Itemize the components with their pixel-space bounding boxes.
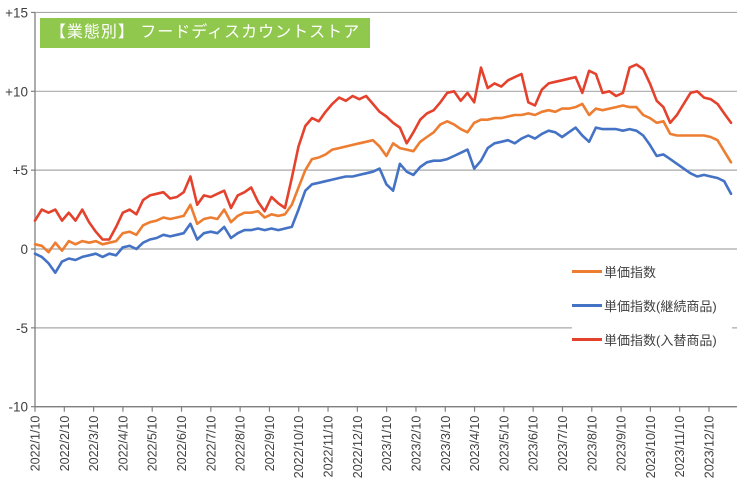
svg-text:2022/3/10: 2022/3/10 xyxy=(87,416,101,472)
svg-text:-5: -5 xyxy=(16,321,28,336)
svg-text:2023/8/10: 2023/8/10 xyxy=(585,416,599,472)
svg-text:-10: -10 xyxy=(8,400,28,415)
svg-text:2022/2/10: 2022/2/10 xyxy=(58,416,72,472)
svg-text:2022/10/10: 2022/10/10 xyxy=(292,416,306,479)
svg-text:2022/9/10: 2022/9/10 xyxy=(263,416,277,472)
legend-label: 単価指数(継続商品) xyxy=(604,298,717,314)
legend-item: 単価指数 xyxy=(572,260,732,282)
svg-text:2022/8/10: 2022/8/10 xyxy=(234,416,248,472)
svg-text:2023/6/10: 2023/6/10 xyxy=(527,416,541,472)
chart-title: 【業態別】 フードディスカウントストア xyxy=(40,18,370,48)
svg-text:+15: +15 xyxy=(5,5,28,20)
svg-text:0: 0 xyxy=(20,242,28,257)
legend-label: 単価指数 xyxy=(604,264,657,280)
legend-item: 単価指数(継続商品) xyxy=(572,294,732,316)
svg-text:2022/7/10: 2022/7/10 xyxy=(204,416,218,472)
svg-text:+10: +10 xyxy=(5,84,28,99)
svg-text:2023/10/10: 2023/10/10 xyxy=(644,416,658,479)
svg-text:2022/12/10: 2022/12/10 xyxy=(351,416,365,479)
svg-text:2023/4/10: 2023/4/10 xyxy=(468,416,482,472)
legend: 単価指数 単価指数(継続商品) 単価指数(入替商品) xyxy=(572,256,732,354)
svg-text:2023/1/10: 2023/1/10 xyxy=(380,416,394,472)
svg-text:+5: +5 xyxy=(13,163,28,178)
svg-text:2022/11/10: 2022/11/10 xyxy=(322,416,336,478)
svg-text:2022/5/10: 2022/5/10 xyxy=(146,416,160,472)
svg-text:2022/1/10: 2022/1/10 xyxy=(29,416,43,472)
svg-text:2023/5/10: 2023/5/10 xyxy=(497,416,511,472)
svg-text:2022/4/10: 2022/4/10 xyxy=(116,416,130,472)
legend-swatch-blue xyxy=(572,303,602,307)
legend-swatch-red xyxy=(572,337,602,341)
svg-text:2023/11/10: 2023/11/10 xyxy=(673,416,687,478)
svg-text:2023/9/10: 2023/9/10 xyxy=(615,416,629,472)
svg-text:2023/7/10: 2023/7/10 xyxy=(556,416,570,472)
legend-item: 単価指数(入替商品) xyxy=(572,328,732,350)
legend-label: 単価指数(入替商品) xyxy=(604,332,717,348)
svg-text:2023/12/10: 2023/12/10 xyxy=(703,416,717,479)
svg-text:2023/2/10: 2023/2/10 xyxy=(409,416,423,472)
svg-text:2022/6/10: 2022/6/10 xyxy=(175,416,189,472)
legend-swatch-orange xyxy=(572,269,602,273)
svg-text:2023/3/10: 2023/3/10 xyxy=(439,416,453,472)
